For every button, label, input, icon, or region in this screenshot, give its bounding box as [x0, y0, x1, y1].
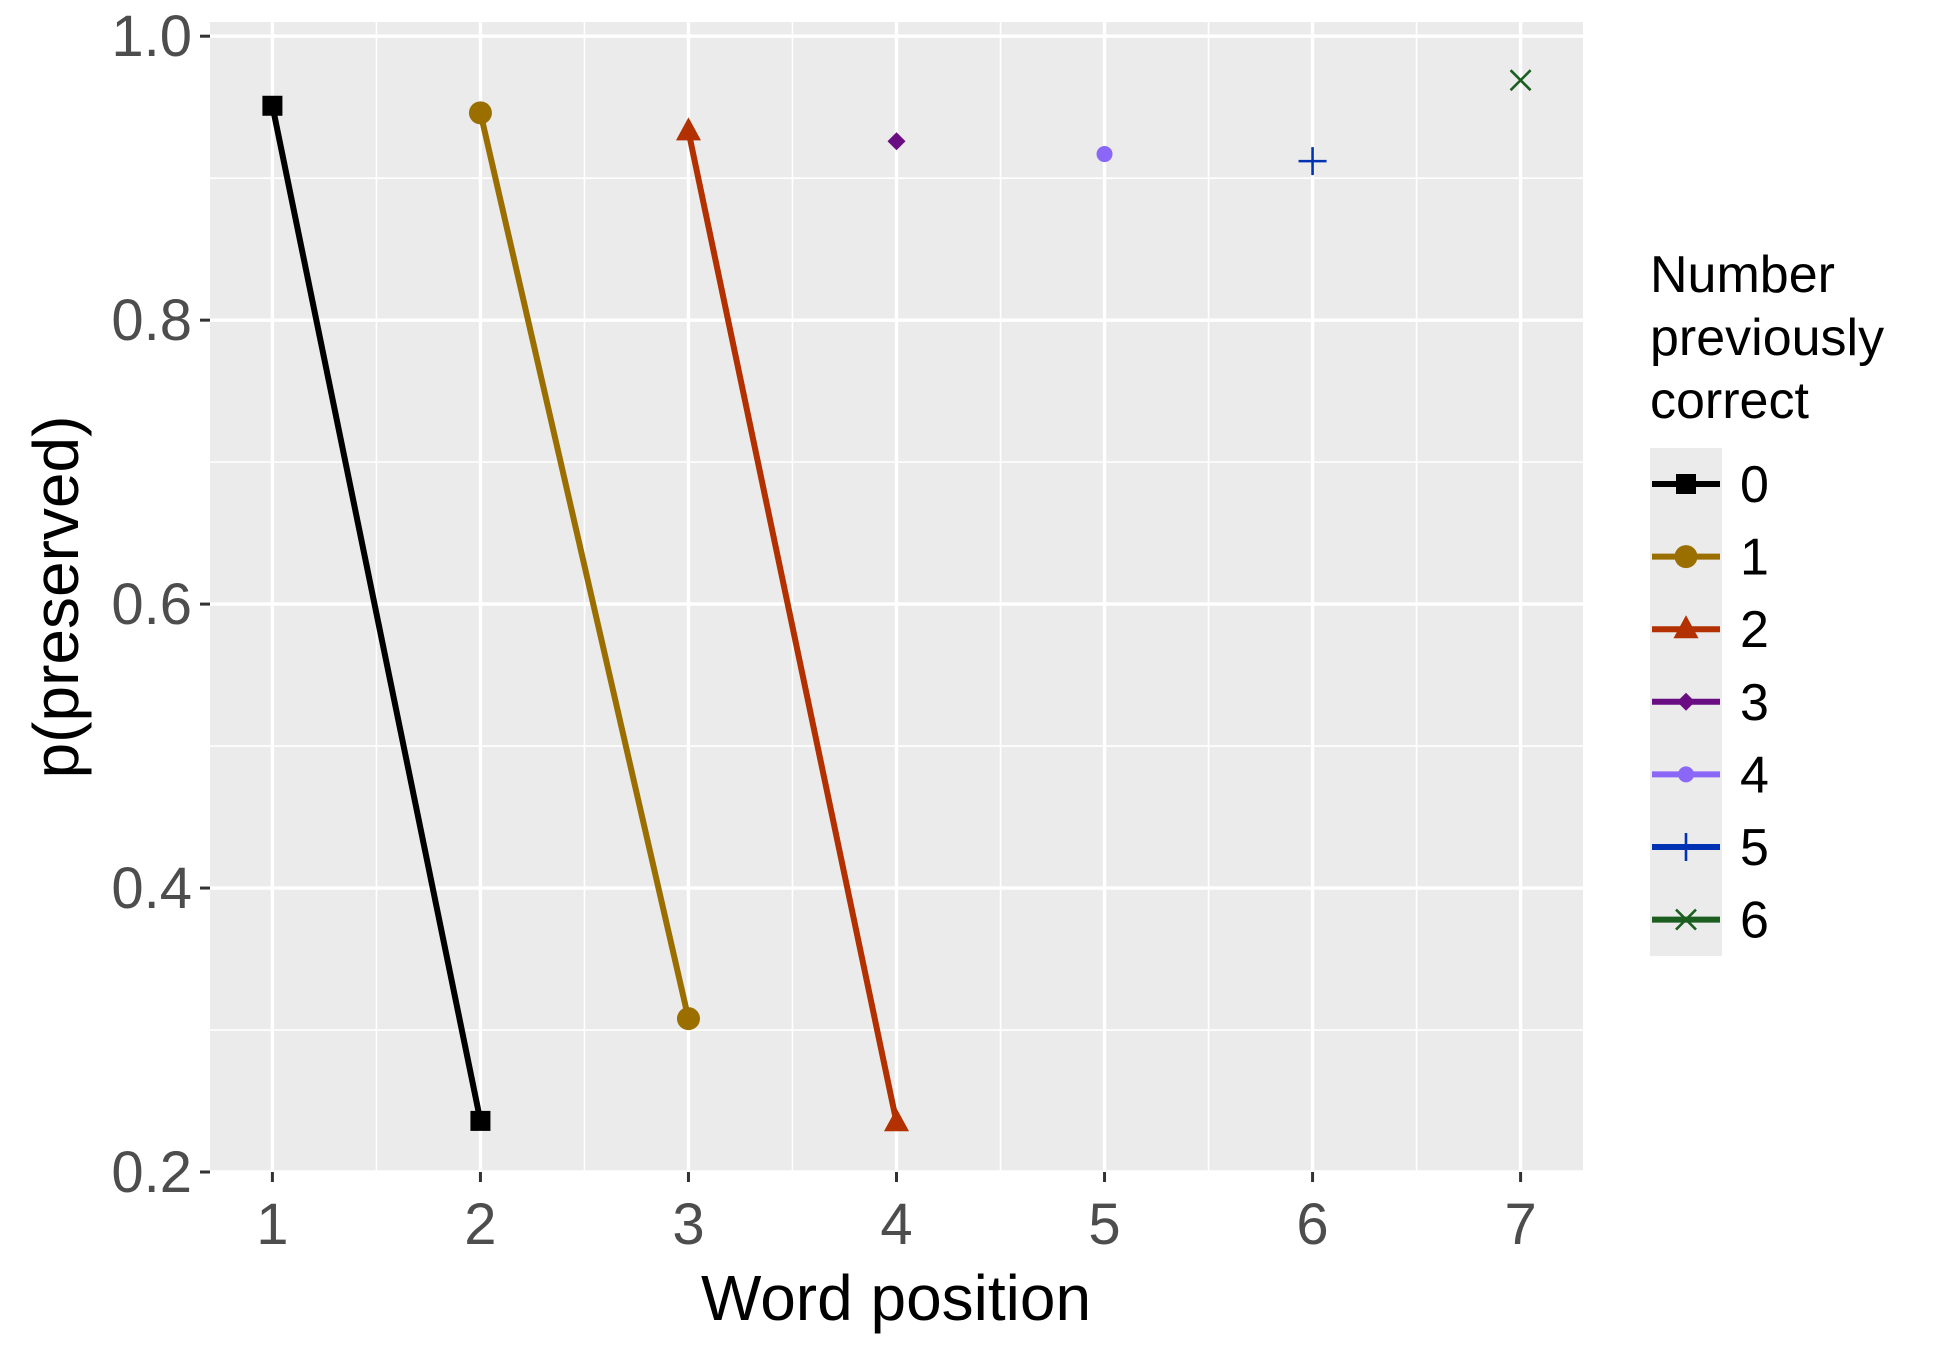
y-tick-label: 1.0 — [111, 4, 192, 69]
data-point-0-1 — [262, 95, 283, 116]
legend-item-6: 6 — [1652, 892, 1769, 950]
grid-lines — [210, 22, 1583, 1174]
series-layer — [262, 69, 1532, 1132]
legend-label-3: 3 — [1740, 674, 1769, 732]
x-tick-label: 2 — [464, 1192, 496, 1257]
x-axis-title: Word position — [701, 1262, 1091, 1334]
legend-key-marker — [1674, 545, 1698, 569]
series-0 — [262, 95, 491, 1131]
cross-marker-b — [1675, 908, 1697, 931]
y-axis-title: p(preserved) — [20, 416, 92, 779]
legend-key-marker — [1672, 833, 1700, 861]
legend-title-line-3: correct — [1650, 372, 1809, 430]
series-line-1 — [477, 112, 692, 1020]
data-point-6-1 — [1509, 69, 1532, 92]
axes: 1 2 3 4 5 6 7 0.2 0.4 0.6 0.8 1.0 — [111, 4, 1536, 1257]
legend-item-1: 1 — [1652, 529, 1769, 587]
x-tick-label: 3 — [672, 1192, 704, 1257]
legend-item-3: 3 — [1652, 674, 1769, 732]
legend-item-5: 5 — [1652, 819, 1769, 877]
series-1 — [468, 101, 700, 1031]
y-tick-label: 0.6 — [111, 572, 192, 637]
data-point-2-2 — [884, 1108, 909, 1132]
legend-label-1: 1 — [1740, 529, 1769, 587]
legend-item-0: 0 — [1652, 456, 1769, 514]
data-point-1-2 — [676, 1007, 700, 1031]
x-tick-label: 7 — [1504, 1192, 1536, 1257]
series-2 — [675, 117, 909, 1132]
data-point-1-1 — [468, 101, 492, 125]
y-tick-label: 0.8 — [111, 288, 192, 353]
legend-item-2: 2 — [1652, 601, 1769, 659]
legend-key-marker — [1678, 766, 1694, 783]
cross-marker-b — [1509, 69, 1532, 92]
legend-title-line-1: Number — [1650, 246, 1835, 304]
data-point-2-1 — [675, 117, 701, 141]
legend-title-line-2: previously — [1650, 309, 1884, 367]
y-tick-label: 0.4 — [111, 856, 192, 921]
legend-key-marker — [1676, 474, 1696, 494]
legend-label-4: 4 — [1740, 746, 1769, 804]
legend-label-6: 6 — [1740, 892, 1769, 950]
data-point-5-1 — [1298, 147, 1327, 176]
legend-item-4: 4 — [1652, 746, 1769, 804]
data-point-0-2 — [470, 1110, 491, 1131]
x-tick-label: 4 — [880, 1192, 912, 1257]
data-point-4-1 — [1096, 146, 1113, 163]
legend-label-2: 2 — [1740, 601, 1769, 659]
series-6 — [1509, 69, 1532, 92]
x-tick-label: 5 — [1088, 1192, 1120, 1257]
legend-key-marker — [1677, 692, 1695, 711]
series-line-2 — [685, 130, 900, 1123]
legend-label-5: 5 — [1740, 819, 1769, 877]
series-4 — [1096, 146, 1113, 163]
legend-key-marker — [1675, 908, 1697, 931]
legend-label-0: 0 — [1740, 456, 1769, 514]
legend-key-marker — [1673, 615, 1699, 639]
series-line-0 — [269, 105, 484, 1122]
legend: Number previously correct 0 1 2 3 4 5 6 — [1650, 246, 1884, 956]
data-point-3-1 — [887, 132, 906, 151]
series-5 — [1298, 147, 1327, 176]
y-tick-label: 0.2 — [111, 1140, 192, 1205]
x-tick-label: 1 — [256, 1192, 288, 1257]
x-tick-label: 6 — [1296, 1192, 1328, 1257]
series-3 — [887, 132, 906, 151]
